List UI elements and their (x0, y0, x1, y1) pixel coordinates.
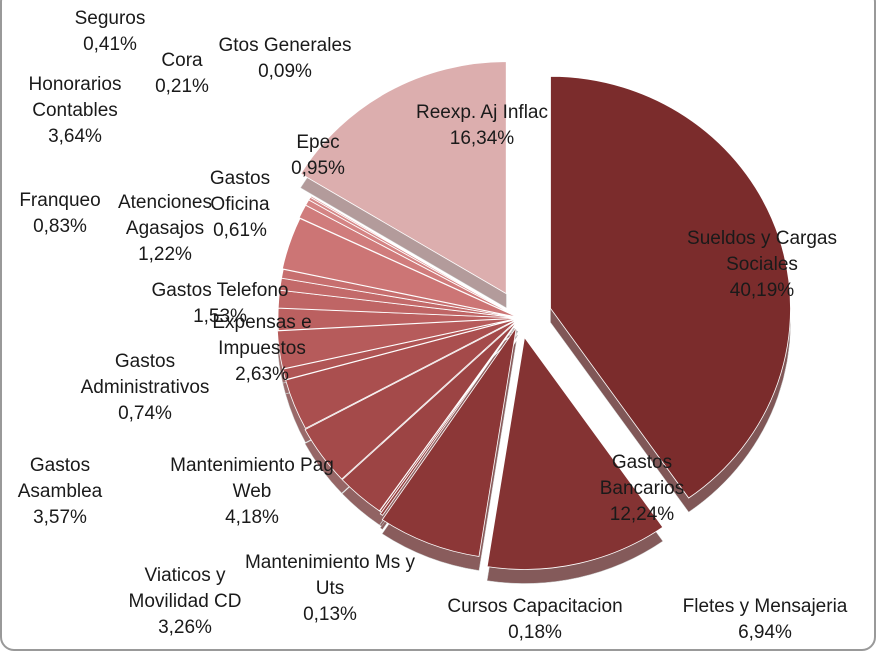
category-name: Fletes y Mensajeria (682, 596, 848, 617)
value-label: 0,41% (83, 34, 137, 55)
slice (550, 75, 791, 499)
value-label: 0,09% (258, 61, 312, 82)
slice (486, 336, 664, 570)
slice-label: Sueldos y Cargas Sociales 40,19% (677, 226, 847, 304)
slice-label: Fletes y Mensajeria 6,94% (650, 594, 879, 646)
category-name: Mantenimiento Pag Web (170, 455, 334, 502)
value-label: 2,63% (235, 364, 289, 385)
value-label: 1,22% (138, 244, 192, 265)
category-name: Atenciones Agasajos (117, 192, 212, 239)
value-label: 40,19% (729, 280, 795, 301)
value-label: 0,95% (291, 158, 345, 179)
value-label: 3,57% (33, 507, 87, 528)
value-label: 16,34% (449, 128, 515, 149)
slice-label: Mantenimiento Ms y Uts 0,13% (240, 550, 420, 628)
category-name: Sueldos y Cargas Sociales (687, 228, 837, 275)
slice (379, 321, 519, 513)
value-label: 3,64% (48, 126, 102, 147)
slice (341, 320, 518, 512)
category-name: Gastos Telefono (151, 280, 289, 301)
category-name: Gtos Generales (218, 35, 352, 56)
slice (300, 61, 507, 295)
category-name: Franqueo (19, 190, 101, 211)
value-label: 6,94% (738, 622, 792, 643)
slice (309, 195, 517, 317)
value-label: 12,24% (609, 504, 675, 525)
value-label: 0,83% (33, 216, 87, 237)
category-name: Epec (296, 132, 340, 153)
category-name: Expensas e Impuestos (212, 312, 312, 359)
category-name: Gastos Oficina (209, 168, 271, 215)
slice-label: Atenciones Agasajos 1,22% (105, 190, 225, 268)
slice-label: Franqueo 0,83% (10, 188, 110, 240)
value-label: 0,74% (118, 403, 172, 424)
slice-label: Gastos Oficina 0,61% (195, 166, 285, 244)
slice-label: Gastos Asamblea 3,57% (5, 453, 115, 531)
slice-label: Mantenimiento Pag Web 4,18% (162, 453, 342, 531)
category-name: Viaticos y Movilidad CD (128, 565, 242, 612)
slice-label: Expensas e Impuestos 2,63% (202, 310, 322, 388)
category-name: Honorarios Contables (28, 74, 122, 121)
slice-label: Cora 0,21% (152, 48, 212, 100)
slice (381, 327, 517, 557)
slice-label: Seguros 0,41% (60, 6, 160, 58)
category-name: Cora (161, 50, 203, 71)
category-name: Gastos Asamblea (17, 455, 103, 502)
slice-label: Gastos Administrativos 0,74% (60, 349, 230, 427)
category-name: Mantenimiento Ms y Uts (244, 552, 415, 599)
value-label: 0,13% (303, 604, 357, 625)
category-name: Gastos Bancarios (599, 452, 685, 499)
value-label: 0,18% (508, 622, 562, 643)
slice-label: Reexp. Aj Inflac 16,34% (392, 100, 572, 152)
value-label: 0,21% (155, 76, 209, 97)
slice-label: Gtos Generales 0,09% (195, 33, 375, 85)
slice (304, 319, 518, 480)
slice-label: Cursos Capacitacion 0,18% (420, 594, 650, 646)
slice-label: Gastos Bancarios 12,24% (587, 450, 697, 528)
slice (276, 318, 518, 370)
value-label: 0,61% (213, 220, 267, 241)
slice-label: Honorarios Contables 3,64% (10, 72, 140, 150)
slice-label: Viaticos y Movilidad CD 3,26% (110, 563, 260, 641)
slice-label: Epec 0,95% (278, 130, 358, 182)
category-name: Seguros (74, 8, 146, 29)
slice (285, 318, 518, 429)
slice-label: Gastos Telefono 1,53% (125, 278, 315, 330)
value-label: 3,26% (158, 617, 212, 638)
category-name: Gastos Administrativos (80, 351, 210, 398)
category-name: Reexp. Aj Inflac (415, 102, 549, 123)
slice (281, 217, 518, 318)
value-label: 1,53% (193, 306, 247, 327)
value-label: 4,18% (225, 507, 279, 528)
category-name: Cursos Capacitacion (447, 596, 623, 617)
